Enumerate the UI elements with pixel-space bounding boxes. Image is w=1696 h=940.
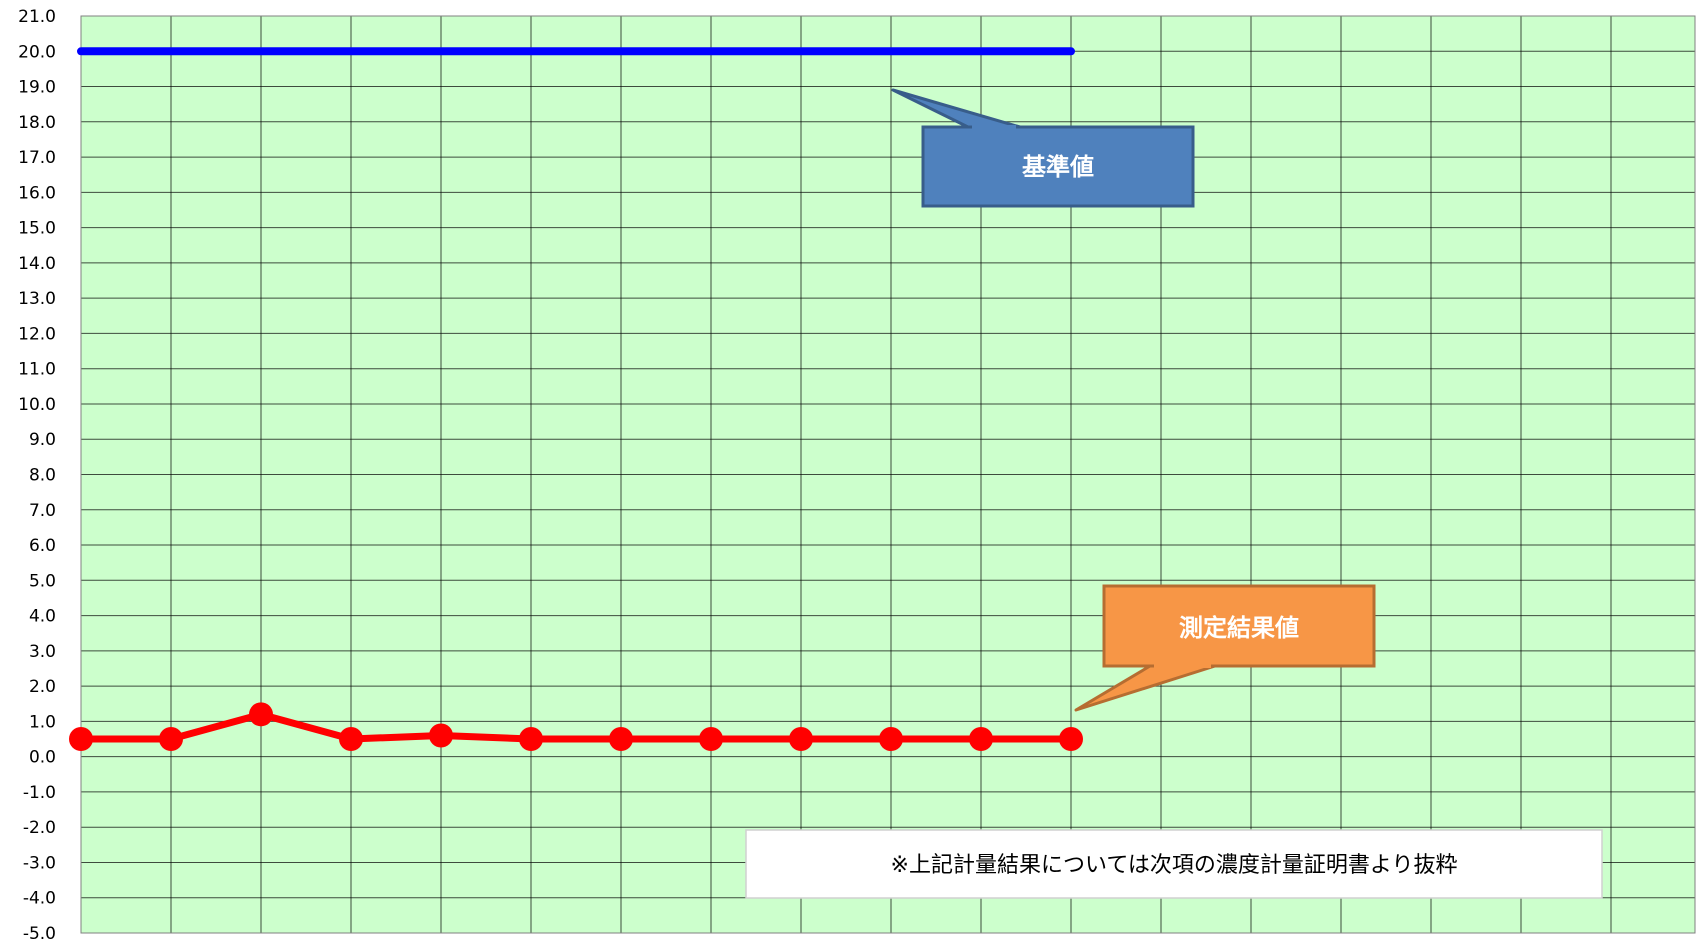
- y-tick-label: 7.0: [29, 501, 56, 521]
- y-tick-label: 13.0: [18, 289, 56, 309]
- y-tick-label: -5.0: [23, 924, 56, 940]
- y-tick-label: 8.0: [29, 466, 56, 486]
- series-1-point: [699, 727, 723, 752]
- y-tick-label: -3.0: [23, 853, 56, 873]
- y-tick-label: -2.0: [23, 818, 56, 838]
- series-1-point: [159, 727, 183, 752]
- series-1-point: [789, 727, 813, 752]
- callout-standard-value: 基準値: [891, 88, 1195, 208]
- y-tick-label: 21.0: [18, 7, 56, 27]
- y-tick-label: 19.0: [18, 78, 56, 98]
- series-1-point: [969, 727, 993, 752]
- plot-border: [80, 15, 1696, 934]
- series-1-point: [1059, 727, 1083, 752]
- y-tick-label: -4.0: [23, 889, 56, 909]
- y-tick-label: 12.0: [18, 324, 56, 344]
- y-tick-label: 2.0: [29, 677, 56, 697]
- y-tick-label: 9.0: [29, 430, 56, 450]
- y-tick-label: 20.0: [18, 42, 56, 62]
- y-tick-label: 0.0: [29, 748, 56, 768]
- grid-lines: [80, 15, 1696, 934]
- y-tick-label: 11.0: [18, 360, 56, 380]
- y-tick-label: 4.0: [29, 607, 56, 627]
- series-1-point: [339, 727, 363, 752]
- y-tick-label: 6.0: [29, 536, 56, 556]
- y-tick-label: 1.0: [29, 712, 56, 732]
- series-1-point: [249, 702, 273, 727]
- y-tick-label: 17.0: [18, 148, 56, 168]
- series-layer: [69, 47, 1083, 752]
- note-box-background: [745, 829, 1603, 899]
- y-tick-label: 10.0: [18, 395, 56, 415]
- y-tick-label: 15.0: [18, 219, 56, 239]
- series-1-point: [609, 727, 633, 752]
- y-tick-label: 18.0: [18, 113, 56, 133]
- note-box: ※上記計量結果については次項の濃度計量証明書より抜粋: [745, 829, 1603, 899]
- series-1-point: [69, 727, 93, 752]
- series-1-point: [879, 727, 903, 752]
- note-text: ※上記計量結果については次項の濃度計量証明書より抜粋: [891, 853, 1458, 878]
- callout-standard-label: 基準値: [1022, 153, 1094, 181]
- callout-measured-box: [1102, 584, 1376, 668]
- series-1-point: [519, 727, 543, 752]
- series-1-point: [429, 723, 453, 748]
- series-line-1: [77, 710, 1075, 743]
- y-tick-label: 3.0: [29, 642, 56, 662]
- y-tick-label: 5.0: [29, 571, 56, 591]
- callout-measured-value: 測定結果値: [1074, 584, 1376, 712]
- y-tick-label: 14.0: [18, 254, 56, 274]
- y-tick-label: -1.0: [23, 783, 56, 803]
- y-tick-label: 16.0: [18, 183, 56, 203]
- callout-standard-box: [921, 125, 1195, 208]
- callout-measured-label: 測定結果値: [1179, 614, 1299, 642]
- y-axis-ticks: 21.0 20.0 19.0 18.0 17.0 16.0 15.0 14.0 13.0 12.0…: [18, 7, 56, 940]
